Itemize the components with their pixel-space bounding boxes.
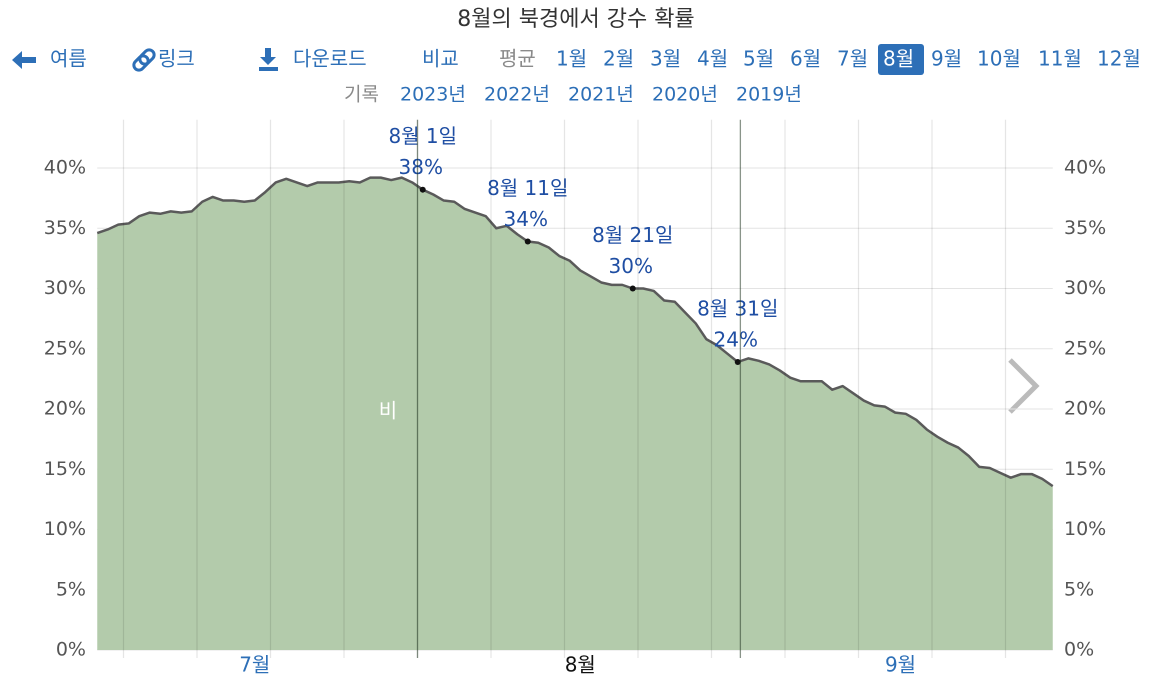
- point: [629, 285, 636, 292]
- y-tick-label: 30%: [44, 277, 86, 299]
- link-icon[interactable]: [132, 48, 156, 72]
- y2-tick-label: 40%: [1064, 157, 1106, 179]
- month-link[interactable]: 2월: [603, 47, 634, 71]
- point: [419, 186, 426, 193]
- month-link[interactable]: 12월: [1097, 47, 1141, 71]
- year-link[interactable]: 2019년: [736, 84, 802, 106]
- value-label: 30%: [609, 254, 653, 278]
- month-link[interactable]: 7월: [837, 47, 868, 71]
- x-tick-label[interactable]: 9월: [885, 653, 916, 677]
- point: [734, 359, 741, 366]
- month-link[interactable]: 6월: [790, 47, 821, 71]
- y-tick-label: 20%: [44, 398, 86, 420]
- y2-tick-label: 20%: [1064, 398, 1106, 420]
- y-tick-label: 40%: [44, 157, 86, 179]
- y-tick-label: 35%: [44, 217, 86, 239]
- y-tick-label: 10%: [44, 518, 86, 540]
- month-link[interactable]: 8월: [883, 47, 914, 71]
- nav-link[interactable]: 링크: [158, 47, 195, 71]
- y2-tick-label: 25%: [1064, 337, 1106, 359]
- y2-tick-label: 15%: [1064, 458, 1106, 480]
- y2-tick-label: 0%: [1064, 639, 1094, 661]
- x-tick-label[interactable]: 8월: [565, 653, 596, 677]
- x-tick-label[interactable]: 7월: [239, 653, 270, 677]
- overlay-layer: 비 8월 1일 38% 8월 11일 34% 8월 21일 30% 8월 31일 24%: [96, 119, 1054, 658]
- month-link[interactable]: 11월: [1038, 47, 1082, 71]
- point-date-label: 8월 21일: [592, 223, 673, 247]
- selected-month-bg: [878, 44, 924, 75]
- back-arrow-icon[interactable]: [12, 51, 36, 69]
- month-link[interactable]: 4월: [697, 47, 728, 71]
- download-icon[interactable]: [259, 48, 278, 71]
- year-link[interactable]: 2021년: [568, 84, 634, 106]
- value-label: 24%: [714, 328, 758, 352]
- y-tick-label: 0%: [56, 639, 86, 661]
- month-link[interactable]: 9월: [931, 47, 962, 71]
- y2-tick-label: 10%: [1064, 518, 1106, 540]
- line: [96, 176, 1054, 488]
- point: [524, 238, 531, 245]
- records-label: 기록: [344, 84, 379, 106]
- nav-link[interactable]: 여름: [50, 47, 87, 71]
- y2-tick-label: 5%: [1064, 578, 1094, 600]
- next-chevron[interactable]: [1008, 358, 1040, 414]
- point-date-label: 8월 31일: [697, 297, 778, 321]
- month-link[interactable]: 10월: [977, 47, 1021, 71]
- value-label: 34%: [504, 207, 548, 231]
- value-label: 38%: [399, 155, 443, 179]
- point-date-label: 8월 11일: [487, 176, 568, 200]
- year-link[interactable]: 2022년: [484, 84, 550, 106]
- month-link[interactable]: 1월: [556, 47, 587, 71]
- average-label: 평균: [499, 47, 536, 71]
- y-tick-label: 25%: [44, 337, 86, 359]
- area: [97, 177, 1053, 650]
- y-tick-label: 5%: [56, 578, 86, 600]
- month-link[interactable]: 3월: [650, 47, 681, 71]
- year-link[interactable]: 2023년: [400, 84, 466, 106]
- nav-link[interactable]: 다운로드: [293, 47, 367, 71]
- y2-tick-label: 30%: [1064, 277, 1106, 299]
- year-link[interactable]: 2020년: [652, 84, 718, 106]
- point-date-label: 8월 1일: [388, 124, 457, 148]
- nav-link[interactable]: 비교: [422, 47, 459, 71]
- series-label: 비: [379, 399, 397, 423]
- chart-title: 8월의 북경에서 강수 확률: [457, 7, 694, 32]
- y2-tick-label: 35%: [1064, 217, 1106, 239]
- area-layer: [97, 177, 1053, 650]
- y-tick-label: 15%: [44, 458, 86, 480]
- month-link[interactable]: 5월: [743, 47, 774, 71]
